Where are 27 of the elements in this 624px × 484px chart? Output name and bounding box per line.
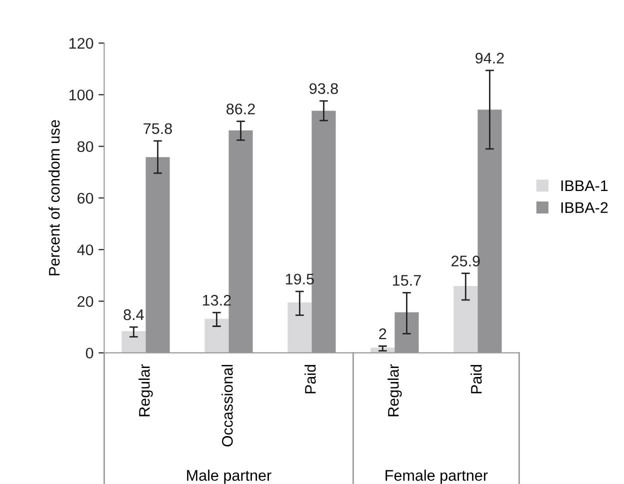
text: Female partner xyxy=(386,470,488,484)
data-label: 93.8 xyxy=(310,83,338,94)
legend-label: IBBA-1 xyxy=(561,180,608,191)
data-label: 2 xyxy=(379,328,386,340)
x-tick-label: Regular xyxy=(388,364,402,416)
x-tick-label: Regular xyxy=(138,364,153,416)
data-label: 94.2 xyxy=(476,52,504,64)
legend-label: IBBA-2 xyxy=(561,202,608,213)
y-tick-label: 100 xyxy=(69,90,94,100)
x-tick-label: Paid xyxy=(470,364,482,394)
x-tick-label: Paid xyxy=(304,364,316,394)
data-label: 25.9 xyxy=(452,256,480,266)
y-tick-label: 60 xyxy=(78,192,94,204)
data-label: 8.4 xyxy=(124,309,144,320)
data-label: 15.7 xyxy=(393,275,421,286)
y-tick-label: 0 xyxy=(86,348,94,359)
y-tick-label: 40 xyxy=(77,244,94,256)
y-axis-title: Percent of condom use xyxy=(48,120,60,276)
y-tick-label: 20 xyxy=(78,296,94,307)
y-tick-label: 80 xyxy=(77,141,94,152)
data-label: 86.2 xyxy=(226,104,255,114)
data-label: 75.8 xyxy=(144,123,172,134)
data-label: 19.5 xyxy=(286,274,314,285)
y-tick-label: 120 xyxy=(69,38,94,49)
x-tick-label: Occassional xyxy=(222,364,233,446)
text: Male partner xyxy=(187,470,272,484)
data-label: 13.2 xyxy=(202,294,231,306)
